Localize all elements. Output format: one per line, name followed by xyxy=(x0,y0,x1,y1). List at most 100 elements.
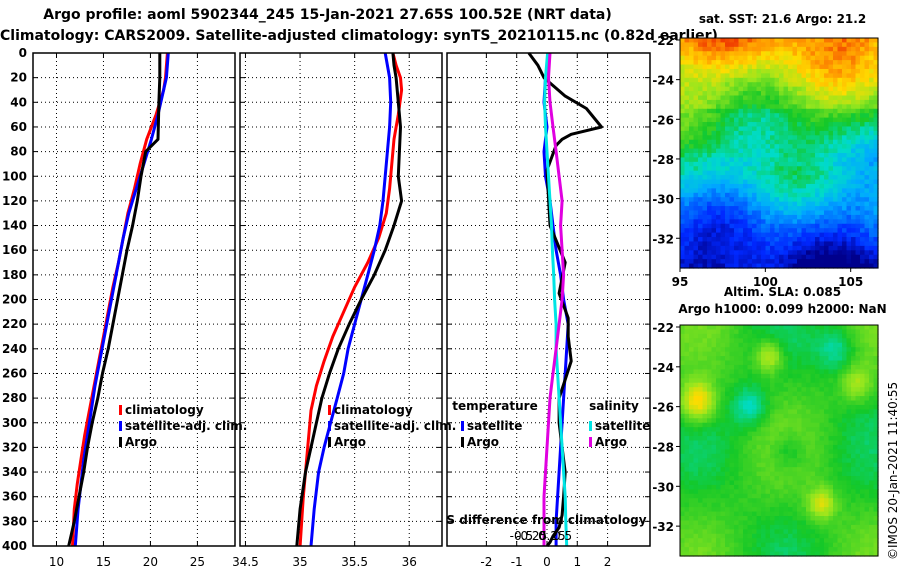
map-cell xyxy=(810,436,816,442)
map-cell xyxy=(702,139,708,145)
map-cell xyxy=(819,467,825,473)
map-cell xyxy=(698,498,704,504)
map-cell xyxy=(684,436,690,442)
map-cell xyxy=(819,471,825,477)
altimetry-map xyxy=(676,324,879,557)
map-cell xyxy=(819,254,825,260)
map-cell xyxy=(743,329,749,335)
map-cell xyxy=(806,241,812,247)
map-cell xyxy=(806,351,812,357)
map-cell xyxy=(837,489,843,495)
map-cell xyxy=(864,489,870,495)
map-cell xyxy=(711,183,717,189)
map-cell xyxy=(783,117,789,123)
map-cell xyxy=(711,489,717,495)
map-cell xyxy=(788,360,794,366)
map-cell xyxy=(855,533,861,539)
map-cell xyxy=(716,68,722,74)
map-cell xyxy=(792,347,798,353)
map-cell xyxy=(725,507,731,513)
map-cell xyxy=(716,338,722,344)
map-cell xyxy=(837,183,843,189)
map-cell xyxy=(797,387,803,393)
map-cell xyxy=(761,104,767,110)
map-cell xyxy=(806,192,812,198)
map-cell xyxy=(815,369,821,375)
map-cell xyxy=(860,373,866,379)
map-cell xyxy=(716,542,722,548)
map-cell xyxy=(684,529,690,535)
map-cell xyxy=(855,60,861,66)
map-cell xyxy=(815,188,821,194)
map-cell xyxy=(824,210,830,216)
map-cell xyxy=(720,245,726,251)
map-cell xyxy=(864,498,870,504)
map-cell xyxy=(770,228,776,234)
map-cell xyxy=(738,60,744,66)
map-cell xyxy=(792,206,798,212)
map-cell xyxy=(851,113,857,119)
map-cell xyxy=(851,64,857,70)
map-cell xyxy=(707,400,713,406)
map-cell xyxy=(855,64,861,70)
map-cell xyxy=(707,263,713,269)
map-cell xyxy=(860,179,866,185)
map-cell xyxy=(707,214,713,220)
map-cell xyxy=(711,126,717,132)
map-cell xyxy=(819,462,825,468)
map-cell xyxy=(833,214,839,220)
map-cell xyxy=(743,166,749,172)
map-cell xyxy=(788,516,794,522)
map-cell xyxy=(720,449,726,455)
map-cell xyxy=(684,458,690,464)
map-cell xyxy=(783,237,789,243)
map-cell xyxy=(810,130,816,136)
map-cell xyxy=(779,333,785,339)
map-cell xyxy=(873,245,879,251)
map-cell xyxy=(864,325,870,331)
map-cell xyxy=(734,117,740,123)
map-cell xyxy=(770,502,776,508)
map-cell xyxy=(720,400,726,406)
legend-group-title: temperature xyxy=(452,399,537,413)
map-cell xyxy=(756,378,762,384)
map-cell xyxy=(815,95,821,101)
map-cell xyxy=(783,232,789,238)
map-cell xyxy=(711,338,717,344)
map-cell xyxy=(698,467,704,473)
map-cell xyxy=(738,511,744,517)
map-cell xyxy=(702,453,708,459)
map-cell xyxy=(752,175,758,181)
map-cell xyxy=(716,245,722,251)
map-cell xyxy=(783,373,789,379)
map-cell xyxy=(788,538,794,544)
map-cell xyxy=(873,55,879,61)
map-cell xyxy=(716,237,722,243)
map-cell xyxy=(860,223,866,229)
map-cell xyxy=(815,449,821,455)
map-cell xyxy=(851,325,857,331)
map-cell xyxy=(855,161,861,167)
map-cell xyxy=(851,206,857,212)
map-cell xyxy=(765,113,771,119)
map-cell xyxy=(846,135,852,141)
map-cell xyxy=(828,329,834,335)
map-cell xyxy=(770,91,776,97)
map-cell xyxy=(846,462,852,468)
map-cell xyxy=(801,170,807,176)
map-cell xyxy=(869,122,875,128)
map-cell xyxy=(806,214,812,220)
map-cell xyxy=(747,453,753,459)
map-cell xyxy=(684,484,690,490)
map-cell xyxy=(720,418,726,424)
map-cell xyxy=(720,219,726,225)
map-cell xyxy=(792,183,798,189)
map-cell xyxy=(738,175,744,181)
map-cell xyxy=(788,391,794,397)
map-cell xyxy=(716,38,722,44)
map-cell xyxy=(873,360,879,366)
map-cell xyxy=(815,453,821,459)
map-cell xyxy=(711,38,717,44)
map-cell xyxy=(761,139,767,145)
map-cell xyxy=(729,502,735,508)
